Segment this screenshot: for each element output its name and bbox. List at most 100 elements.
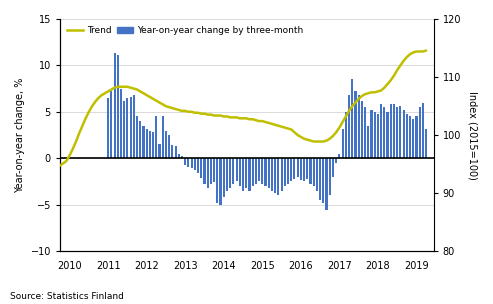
Bar — [399, 106, 401, 158]
Bar — [187, 158, 189, 167]
Bar — [145, 129, 148, 158]
Bar — [422, 102, 424, 158]
Bar — [313, 158, 315, 186]
Bar — [322, 158, 324, 203]
Bar — [338, 154, 341, 158]
Bar — [264, 158, 267, 186]
Bar — [175, 146, 176, 158]
Bar — [387, 112, 388, 158]
Bar — [197, 158, 199, 173]
Bar — [290, 158, 292, 181]
Bar — [194, 158, 196, 170]
Bar — [229, 158, 231, 188]
Bar — [142, 126, 144, 158]
Bar — [319, 158, 321, 200]
Bar — [293, 158, 295, 179]
Bar — [191, 158, 193, 168]
Bar — [123, 101, 125, 158]
Bar — [354, 92, 356, 158]
Bar — [303, 158, 305, 181]
Bar — [329, 158, 331, 195]
Bar — [216, 158, 218, 203]
Bar — [255, 158, 257, 184]
Bar — [406, 114, 408, 158]
Bar — [172, 145, 174, 158]
Bar — [219, 158, 222, 205]
Bar — [204, 158, 206, 184]
Bar — [136, 116, 138, 158]
Bar — [342, 129, 344, 158]
Bar — [181, 156, 183, 158]
Bar — [271, 158, 273, 191]
Bar — [120, 88, 122, 158]
Bar — [316, 158, 318, 191]
Bar — [245, 158, 247, 188]
Bar — [287, 158, 289, 184]
Bar — [361, 101, 363, 158]
Bar — [149, 131, 151, 158]
Bar — [261, 158, 263, 184]
Bar — [383, 107, 386, 158]
Bar — [155, 116, 157, 158]
Bar — [377, 114, 379, 158]
Bar — [283, 158, 286, 186]
Bar — [300, 158, 302, 180]
Bar — [113, 53, 116, 158]
Bar — [416, 116, 418, 158]
Bar — [345, 112, 347, 158]
Bar — [380, 104, 382, 158]
Bar — [139, 121, 141, 158]
Bar — [177, 154, 180, 158]
Bar — [357, 95, 360, 158]
Y-axis label: Year-on-year change, %: Year-on-year change, % — [15, 77, 25, 193]
Bar — [207, 158, 209, 188]
Bar — [239, 158, 241, 186]
Bar — [232, 158, 235, 184]
Bar — [213, 158, 215, 182]
Bar — [110, 92, 112, 158]
Bar — [325, 158, 328, 210]
Bar — [351, 79, 353, 158]
Bar — [236, 158, 238, 181]
Bar — [117, 55, 119, 158]
Bar — [403, 110, 405, 158]
Bar — [200, 158, 202, 178]
Text: Source: Statistics Finland: Source: Statistics Finland — [10, 292, 124, 301]
Bar — [277, 158, 280, 195]
Bar — [126, 98, 129, 158]
Bar — [396, 107, 398, 158]
Bar — [251, 158, 254, 186]
Bar — [158, 144, 161, 158]
Bar — [258, 158, 260, 181]
Bar — [419, 107, 421, 158]
Bar — [370, 110, 373, 158]
Bar — [242, 158, 244, 191]
Bar — [367, 126, 369, 158]
Bar — [107, 98, 109, 158]
Bar — [162, 116, 164, 158]
Bar — [168, 135, 170, 158]
Bar — [393, 104, 395, 158]
Bar — [152, 132, 154, 158]
Bar — [335, 158, 337, 163]
Bar — [130, 97, 132, 158]
Bar — [184, 158, 186, 165]
Legend: Trend, Year-on-year change by three-month: Trend, Year-on-year change by three-mont… — [65, 23, 306, 38]
Bar — [332, 158, 334, 177]
Bar — [210, 158, 212, 184]
Bar — [297, 158, 299, 177]
Bar — [226, 158, 228, 191]
Bar — [248, 158, 250, 191]
Bar — [425, 129, 427, 158]
Bar — [223, 158, 225, 197]
Bar — [412, 119, 414, 158]
Bar — [409, 116, 411, 158]
Bar — [348, 95, 350, 158]
Bar — [374, 112, 376, 158]
Bar — [165, 131, 167, 158]
Bar — [274, 158, 276, 193]
Bar — [268, 158, 270, 188]
Bar — [281, 158, 282, 191]
Bar — [389, 104, 392, 158]
Bar — [133, 95, 135, 158]
